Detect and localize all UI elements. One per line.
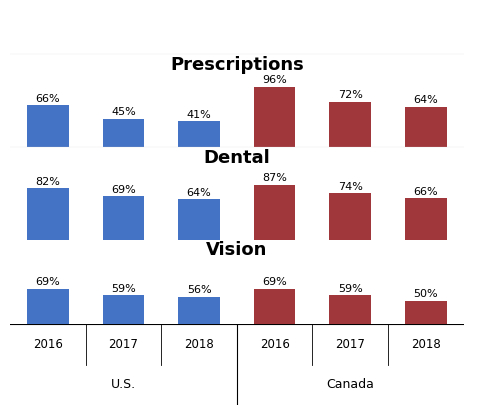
- Text: 2017: 2017: [108, 338, 139, 351]
- Bar: [330, 102, 371, 147]
- Bar: [27, 289, 69, 332]
- Text: 96%: 96%: [262, 75, 287, 85]
- Text: 72%: 72%: [338, 90, 363, 100]
- Text: 69%: 69%: [111, 185, 136, 195]
- Bar: [178, 121, 220, 147]
- Text: 74%: 74%: [338, 181, 363, 192]
- Text: 69%: 69%: [262, 277, 287, 287]
- Text: 56%: 56%: [187, 286, 211, 296]
- Text: Canada: Canada: [327, 378, 374, 391]
- Bar: [254, 87, 295, 147]
- Text: 66%: 66%: [414, 187, 438, 196]
- Text: 2017: 2017: [335, 338, 365, 351]
- Bar: [27, 188, 69, 239]
- Text: 69%: 69%: [35, 277, 60, 287]
- Text: 50%: 50%: [414, 289, 438, 299]
- Bar: [103, 119, 144, 147]
- Text: 41%: 41%: [186, 110, 212, 120]
- Text: 64%: 64%: [413, 95, 438, 105]
- Text: 87%: 87%: [262, 173, 287, 183]
- Text: 64%: 64%: [186, 188, 212, 198]
- Text: U.S.: U.S.: [111, 378, 136, 391]
- Text: 2018: 2018: [411, 338, 441, 351]
- Text: Prescriptions: Prescriptions: [170, 56, 304, 74]
- Text: 59%: 59%: [338, 284, 363, 294]
- Bar: [405, 301, 447, 332]
- Bar: [405, 198, 447, 239]
- Bar: [254, 185, 295, 239]
- Text: Vision: Vision: [206, 241, 268, 259]
- Text: Dental: Dental: [204, 149, 270, 167]
- Bar: [178, 199, 220, 239]
- Text: 2016: 2016: [260, 338, 290, 351]
- Text: 82%: 82%: [35, 177, 60, 187]
- Bar: [103, 295, 144, 332]
- Bar: [103, 196, 144, 239]
- Bar: [330, 193, 371, 239]
- Bar: [27, 105, 69, 147]
- Text: 2016: 2016: [33, 338, 63, 351]
- Text: 45%: 45%: [111, 107, 136, 117]
- Bar: [405, 107, 447, 147]
- Text: 66%: 66%: [36, 94, 60, 104]
- Bar: [254, 289, 295, 332]
- Bar: [330, 295, 371, 332]
- Text: 59%: 59%: [111, 284, 136, 294]
- Text: 2018: 2018: [184, 338, 214, 351]
- Bar: [178, 297, 220, 332]
